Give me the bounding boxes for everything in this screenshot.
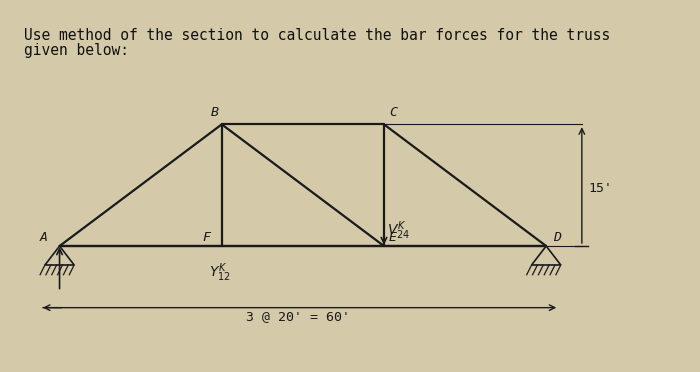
Text: Use method of the section to calculate the bar forces for the truss: Use method of the section to calculate t…: [24, 28, 610, 43]
Text: D: D: [553, 231, 561, 244]
Text: $Y_{12}^{K}$: $Y_{12}^{K}$: [209, 261, 231, 284]
Text: C: C: [389, 106, 397, 119]
Text: 15': 15': [588, 182, 612, 195]
Text: $V_{24}^{K}$: $V_{24}^{K}$: [387, 219, 410, 242]
Text: E: E: [389, 231, 397, 244]
Text: A: A: [40, 231, 48, 244]
Text: 3 @ 20' = 60': 3 @ 20' = 60': [246, 310, 350, 323]
Text: F: F: [202, 231, 210, 244]
Text: given below:: given below:: [24, 43, 129, 58]
Text: B: B: [211, 106, 218, 119]
